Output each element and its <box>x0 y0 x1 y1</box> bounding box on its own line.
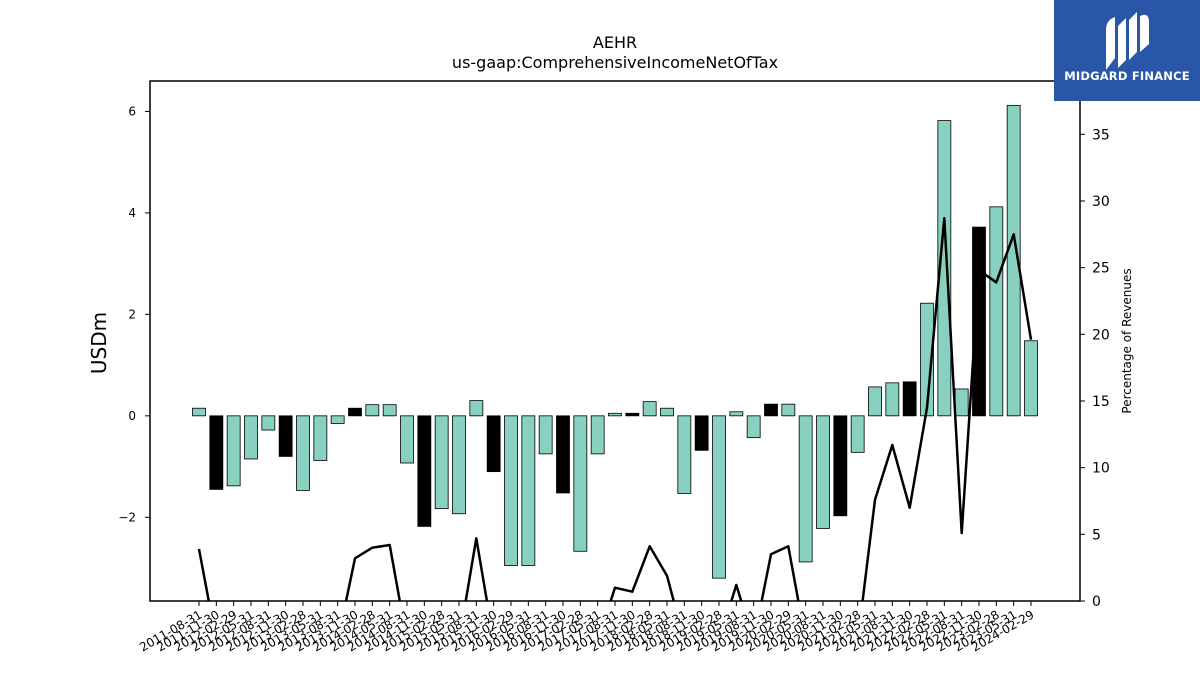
bar-2020-08-31 <box>816 415 830 529</box>
right-tick-label: 35 <box>1092 127 1110 143</box>
bar-2013-08-31 <box>330 415 345 424</box>
bar-2021-02-28 <box>850 415 865 453</box>
bar-2021-11-30 <box>902 381 917 417</box>
bars-layer <box>192 104 1038 579</box>
bar-2013-11-30 <box>348 407 362 417</box>
bar-2016-05-31 <box>521 415 536 566</box>
bar-2016-08-31 <box>538 415 553 455</box>
right-tick-label: 20 <box>1092 327 1110 343</box>
left-tick-label: 6 <box>128 104 136 118</box>
bar-2013-05-31 <box>313 415 328 461</box>
bar-2012-02-29 <box>226 415 241 487</box>
bar-2020-05-31 <box>798 415 813 563</box>
bar-2021-05-31 <box>868 386 882 417</box>
bar-2019-02-28 <box>712 415 726 579</box>
logo-text: MIDGARD FINANCE <box>1064 69 1190 83</box>
bar-2017-11-30 <box>625 412 640 417</box>
right-tick-label: 5 <box>1092 527 1101 543</box>
bar-2011-11-30 <box>209 415 224 490</box>
bar-2024-02-29 <box>1024 340 1038 417</box>
right-tick-label: 0 <box>1092 594 1101 610</box>
bar-2023-02-28 <box>989 206 1004 417</box>
bar-2011-08-31 <box>192 407 206 417</box>
revenue-percentage-line <box>197 217 1033 601</box>
bar-2015-05-31 <box>452 415 466 515</box>
chart-subtitle: us-gaap:ComprehensiveIncomeNetOfTax <box>452 53 778 72</box>
left-tick-label: 2 <box>128 307 136 321</box>
left-tick-label: 4 <box>128 206 136 220</box>
left-tick-label: −2 <box>118 510 136 524</box>
bar-2015-08-31 <box>469 400 484 417</box>
chart-title: AEHR <box>593 33 637 52</box>
bar-2022-08-31 <box>954 388 969 417</box>
bar-2018-08-31 <box>677 415 692 494</box>
bar-2014-08-31 <box>400 415 414 464</box>
bar-2017-05-31 <box>590 415 605 455</box>
right-tick-label: 15 <box>1092 394 1110 410</box>
line-layer <box>197 217 1033 601</box>
bar-2017-02-28 <box>573 415 588 552</box>
bar-2014-11-30 <box>417 415 432 527</box>
bar-2019-05-31 <box>729 411 744 417</box>
right-tick-label: 10 <box>1092 461 1110 477</box>
y-axis-label: USDm <box>87 312 111 374</box>
bar-2012-05-31 <box>244 415 258 460</box>
bar-2022-05-31 <box>937 120 952 417</box>
bar-2014-05-31 <box>382 404 397 417</box>
bar-2015-02-28 <box>434 415 449 510</box>
y2-axis-label: Percentage of Revenues <box>1120 268 1134 413</box>
bar-2014-02-28 <box>365 404 380 417</box>
bar-2013-02-28 <box>296 415 310 491</box>
right-tick-label: 25 <box>1092 261 1110 277</box>
midgard-logo: MIDGARD FINANCE <box>1054 0 1200 101</box>
midgard-logo-icon <box>1106 12 1149 70</box>
bar-2017-08-31 <box>608 412 622 417</box>
right-tick-label: 30 <box>1092 194 1110 210</box>
bar-2019-08-31 <box>746 415 761 439</box>
bar-2016-02-29 <box>504 415 518 566</box>
bar-2018-05-31 <box>660 407 674 417</box>
bar-2019-11-30 <box>764 403 778 417</box>
bar-2022-11-30 <box>972 226 986 417</box>
bar-2012-08-31 <box>261 415 276 431</box>
bar-2015-11-30 <box>486 415 501 473</box>
left-axis-ticks: −2 0 2 4 6 <box>118 104 150 524</box>
bar-2022-02-28 <box>920 302 934 417</box>
bar-2020-02-29 <box>781 403 796 417</box>
right-axis-ticks: 0 5 10 15 20 25 30 35 <box>1080 127 1110 610</box>
x-axis-ticks: 2011-08-312011-11-302012-02-292012-05-31… <box>137 601 1037 654</box>
bar-2018-02-28 <box>642 401 657 417</box>
left-tick-label: 0 <box>128 409 136 423</box>
bar-2021-08-31 <box>885 382 900 417</box>
bar-2012-11-30 <box>278 415 293 457</box>
bar-2020-11-30 <box>833 415 848 517</box>
bar-2023-05-31 <box>1006 104 1021 417</box>
bar-2016-11-30 <box>556 415 570 494</box>
bar-2018-11-30 <box>694 415 709 451</box>
